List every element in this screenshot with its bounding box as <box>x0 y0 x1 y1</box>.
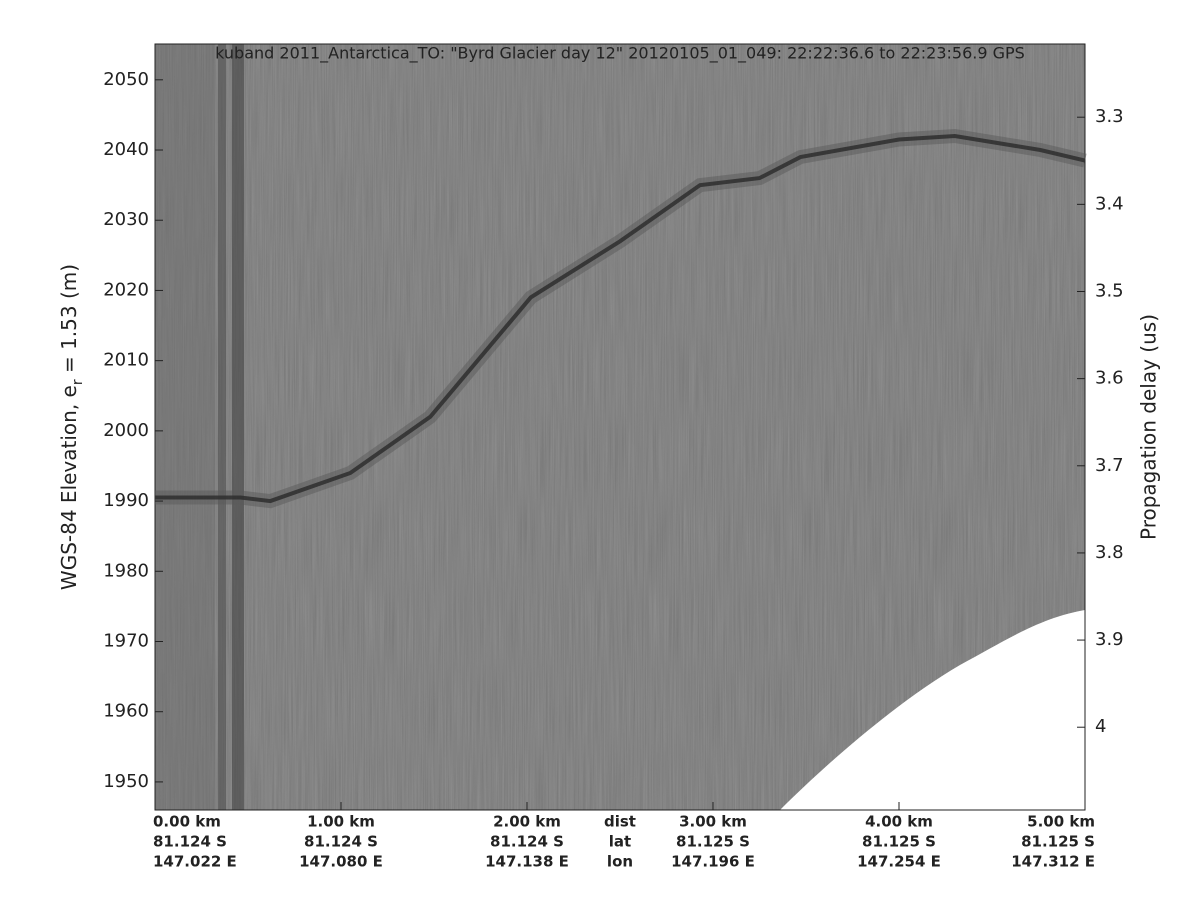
lon-label: 147.312 E <box>1011 853 1095 871</box>
y2-tick-label: 4 <box>1095 716 1106 737</box>
lat-label: 81.124 S <box>490 833 564 851</box>
y-tick-label: 2040 <box>103 139 149 160</box>
no-data-region <box>780 610 1085 810</box>
lon-label: 147.080 E <box>299 853 383 871</box>
chart-title: kuband 2011_Antarctica_TO: "Byrd Glacier… <box>215 44 1025 64</box>
lat-label: 81.124 S <box>304 833 378 851</box>
lon-label: 147.254 E <box>857 853 941 871</box>
plot-frame <box>154 43 1086 811</box>
lon-label: 147.138 E <box>485 853 569 871</box>
surface-echo <box>155 133 1086 504</box>
y-tick-label: 1960 <box>103 701 149 722</box>
x-tick-label: 2.00 km <box>493 813 561 831</box>
y-tick-label: 2000 <box>103 420 149 441</box>
lat-label: 81.125 S <box>676 833 750 851</box>
y-tick-label: 1970 <box>103 630 149 651</box>
echogram <box>155 44 1085 810</box>
x-tick-label: 4.00 km <box>865 813 933 831</box>
y-tick-label: 1990 <box>103 490 149 511</box>
lon-label: 147.022 E <box>153 853 237 871</box>
row-label: lon <box>607 853 633 871</box>
y2-tick-label: 3.5 <box>1095 280 1124 301</box>
y2-axis-label: Propagation delay (us) <box>1137 314 1161 540</box>
lon-label: 147.196 E <box>671 853 755 871</box>
y2-tick-label: 3.3 <box>1095 106 1124 127</box>
y-tick-label: 1980 <box>103 560 149 581</box>
row-label: dist <box>604 813 636 831</box>
y-tick-label: 2050 <box>103 69 149 90</box>
y2-tick-label: 3.7 <box>1095 455 1124 476</box>
x-tick-label: 5.00 km <box>1027 813 1095 831</box>
y2-tick-label: 3.6 <box>1095 368 1124 389</box>
y-tick-label: 2010 <box>103 350 149 371</box>
lat-label: 81.125 S <box>1021 833 1095 851</box>
y2-tick-label: 3.4 <box>1095 193 1124 214</box>
lat-label: 81.125 S <box>862 833 936 851</box>
y-tick-label: 1950 <box>103 771 149 792</box>
y-tick-label: 2030 <box>103 209 149 230</box>
lat-label: 81.124 S <box>153 833 227 851</box>
y-axis-label: WGS-84 Elevation, er = 1.53 (m) <box>57 264 87 590</box>
x-tick-label: 0.00 km <box>153 813 221 831</box>
y2-tick-label: 3.8 <box>1095 542 1124 563</box>
x-tick-label: 3.00 km <box>679 813 747 831</box>
y2-tick-label: 3.9 <box>1095 629 1124 650</box>
row-label: lat <box>609 833 631 851</box>
x-tick-label: 1.00 km <box>307 813 375 831</box>
y-tick-label: 2020 <box>103 279 149 300</box>
